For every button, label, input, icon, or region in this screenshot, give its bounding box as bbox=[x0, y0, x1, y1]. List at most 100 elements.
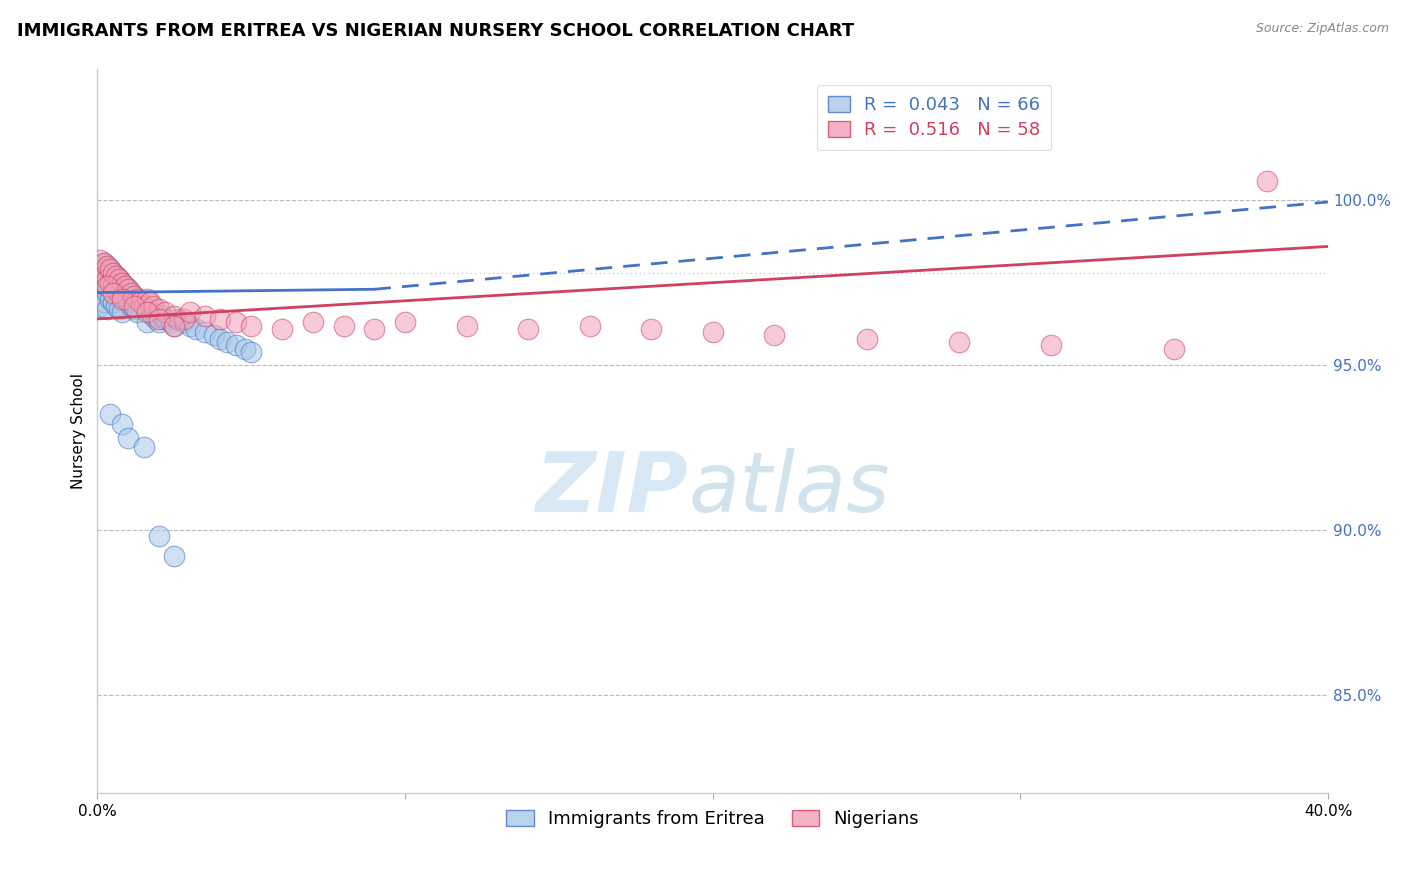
Point bbox=[135, 301, 157, 316]
Point bbox=[117, 430, 139, 444]
Point bbox=[120, 299, 142, 313]
Point bbox=[160, 315, 183, 329]
Point bbox=[142, 299, 165, 313]
Point bbox=[124, 289, 146, 303]
Point bbox=[456, 318, 478, 333]
Point bbox=[163, 318, 186, 333]
Point bbox=[101, 285, 124, 300]
Point bbox=[225, 315, 247, 329]
Point bbox=[129, 295, 152, 310]
Point bbox=[117, 282, 139, 296]
Point bbox=[240, 344, 263, 359]
Point bbox=[124, 289, 146, 303]
Point bbox=[148, 315, 170, 329]
Point bbox=[111, 292, 134, 306]
Point bbox=[763, 328, 786, 343]
Point bbox=[108, 301, 131, 316]
Point bbox=[138, 305, 160, 319]
Point bbox=[96, 272, 118, 286]
Point bbox=[98, 262, 121, 277]
Point bbox=[184, 322, 207, 336]
Point bbox=[108, 285, 131, 300]
Point bbox=[148, 312, 170, 326]
Point bbox=[89, 266, 111, 280]
Point bbox=[89, 285, 111, 300]
Point bbox=[111, 276, 134, 290]
Point bbox=[96, 259, 118, 273]
Point bbox=[179, 318, 201, 333]
Point bbox=[578, 318, 600, 333]
Text: atlas: atlas bbox=[688, 449, 890, 530]
Text: ZIP: ZIP bbox=[536, 449, 688, 530]
Point bbox=[194, 325, 217, 339]
Point bbox=[163, 549, 186, 563]
Point bbox=[120, 285, 142, 300]
Point bbox=[150, 309, 173, 323]
Point bbox=[145, 312, 167, 326]
Point bbox=[271, 322, 294, 336]
Point bbox=[114, 292, 136, 306]
Point bbox=[89, 259, 111, 273]
Point bbox=[96, 272, 118, 286]
Point bbox=[89, 276, 111, 290]
Point bbox=[135, 315, 157, 329]
Point bbox=[240, 318, 263, 333]
Point bbox=[209, 332, 232, 346]
Point bbox=[148, 301, 170, 316]
Point bbox=[215, 334, 238, 349]
Point bbox=[153, 312, 176, 326]
Point bbox=[104, 269, 127, 284]
Point bbox=[93, 269, 115, 284]
Point bbox=[194, 309, 217, 323]
Point bbox=[104, 269, 127, 284]
Point bbox=[127, 292, 149, 306]
Point bbox=[394, 315, 416, 329]
Point bbox=[173, 312, 195, 326]
Point bbox=[138, 295, 160, 310]
Point bbox=[363, 322, 385, 336]
Point bbox=[98, 408, 121, 422]
Point bbox=[1256, 173, 1278, 187]
Legend: Immigrants from Eritrea, Nigerians: Immigrants from Eritrea, Nigerians bbox=[499, 802, 927, 835]
Point bbox=[93, 269, 115, 284]
Point bbox=[101, 266, 124, 280]
Point bbox=[111, 417, 134, 432]
Point bbox=[96, 285, 118, 300]
Point bbox=[129, 295, 152, 310]
Point bbox=[98, 276, 121, 290]
Point bbox=[1040, 338, 1063, 352]
Point bbox=[135, 305, 157, 319]
Point bbox=[153, 305, 176, 319]
Point bbox=[114, 279, 136, 293]
Point bbox=[101, 295, 124, 310]
Point bbox=[111, 305, 134, 319]
Point bbox=[132, 299, 155, 313]
Point bbox=[301, 315, 323, 329]
Point bbox=[104, 282, 127, 296]
Point bbox=[89, 299, 111, 313]
Point bbox=[127, 292, 149, 306]
Y-axis label: Nursery School: Nursery School bbox=[72, 373, 86, 489]
Point bbox=[1163, 342, 1185, 356]
Point bbox=[108, 272, 131, 286]
Point bbox=[89, 252, 111, 267]
Point bbox=[702, 325, 724, 339]
Point bbox=[101, 266, 124, 280]
Point bbox=[948, 334, 970, 349]
Point bbox=[96, 279, 118, 293]
Point bbox=[93, 282, 115, 296]
Point bbox=[163, 309, 186, 323]
Text: Source: ZipAtlas.com: Source: ZipAtlas.com bbox=[1256, 22, 1389, 36]
Point bbox=[101, 279, 124, 293]
Point bbox=[98, 292, 121, 306]
Point bbox=[96, 301, 118, 316]
Point bbox=[111, 289, 134, 303]
Point bbox=[517, 322, 540, 336]
Point bbox=[202, 328, 225, 343]
Point bbox=[173, 315, 195, 329]
Point bbox=[179, 305, 201, 319]
Text: IMMIGRANTS FROM ERITREA VS NIGERIAN NURSERY SCHOOL CORRELATION CHART: IMMIGRANTS FROM ERITREA VS NIGERIAN NURS… bbox=[17, 22, 853, 40]
Point bbox=[96, 259, 118, 273]
Point bbox=[233, 342, 256, 356]
Point bbox=[124, 301, 146, 316]
